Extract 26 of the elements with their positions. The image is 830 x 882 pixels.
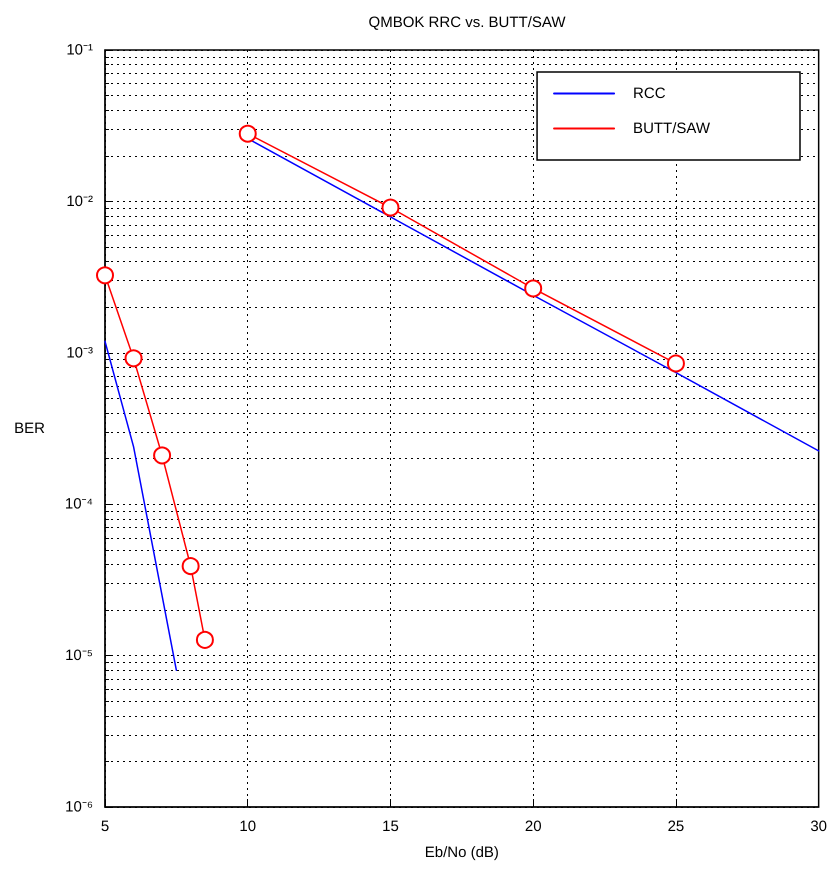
point [381,198,400,217]
x-tick-label: 20 [524,818,542,835]
x-tick-label: 15 [382,818,399,835]
chart-title: QMBOK RRC vs. BUTT/SAW [368,14,566,31]
y-tick-label: 10⁻¹ [66,42,93,58]
y-tick-label: 10⁻³ [66,344,93,362]
point [196,630,214,649]
y-tick-label: 10⁻⁵ [65,647,93,664]
legend-label: RCC [633,85,666,102]
point [153,446,172,464]
point [124,349,143,368]
point [182,557,200,576]
x-tick-label: 30 [810,818,827,835]
point [666,354,685,372]
x-tick-label: 25 [668,818,684,835]
y-tick-label: 10⁻⁶ [65,798,93,816]
legend-label: BUTT/SAW [633,120,711,137]
y-tick-label: 10⁻⁴ [64,496,93,513]
x-axis-title: Eb/No (dB) [424,844,499,861]
y-tick-label: 10⁻² [66,192,93,210]
y-axis-title: BER [14,420,46,437]
point [96,266,114,284]
point [238,124,257,143]
x-tick-label: 10 [239,818,256,835]
point [524,279,542,298]
x-tick-label: 5 [100,818,110,835]
